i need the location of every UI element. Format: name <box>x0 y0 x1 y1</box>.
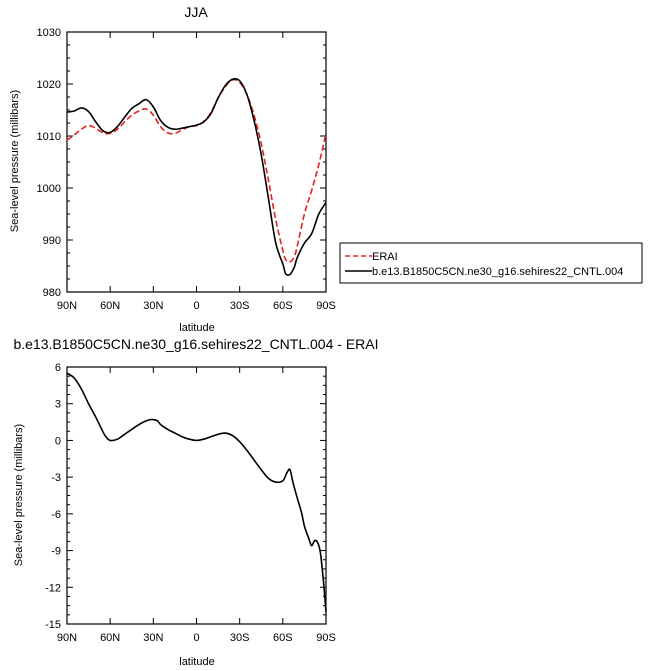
top-y-axis-label: Sea-level pressure (millibars) <box>9 90 21 232</box>
top-y-tick-label: 1020 <box>37 79 61 91</box>
top-y-tick-label: 990 <box>43 235 61 247</box>
top-x-axis-label: latitude <box>179 322 214 334</box>
bottom-y-tick-label: 6 <box>55 362 61 374</box>
top-series-line-erai <box>66 78 327 263</box>
top-y-tick-label: 1030 <box>37 27 61 39</box>
bottom-x-tick-label: 60N <box>100 632 120 644</box>
bottom-plot-frame <box>66 366 327 625</box>
bottom-x-tick-label: 30N <box>143 632 163 644</box>
bottom-y-axis-label: Sea-level pressure (millibars) <box>13 424 25 566</box>
legend-label-erai: ERAI <box>372 251 398 263</box>
top-x-tick-label: 90N <box>57 300 77 312</box>
bottom-y-tick-label: -3 <box>51 472 61 484</box>
top-y-tick-label: 1000 <box>37 183 61 195</box>
bottom-y-tick-label: -6 <box>51 509 61 521</box>
bottom-y-tick-label: -9 <box>51 546 61 558</box>
top-x-tick-label: 60S <box>273 300 293 312</box>
bottom-x-tick-label: 60S <box>273 632 293 644</box>
top-series-line-model <box>66 78 327 276</box>
legend-box <box>339 242 643 284</box>
bottom-x-tick-label: 30S <box>230 632 250 644</box>
top-x-tick-label: 60N <box>100 300 120 312</box>
bottom-y-tick-label: 0 <box>55 435 61 447</box>
top-y-tick-label: 980 <box>43 287 61 299</box>
top-chart-title: JJA <box>184 4 208 20</box>
top-panel: JJA latitude Sea-level pressure (milliba… <box>9 4 336 334</box>
top-x-tick-label: 30N <box>143 300 163 312</box>
bottom-x-tick-label: 90N <box>57 632 77 644</box>
bottom-y-tick-label: -12 <box>45 582 61 594</box>
top-x-tick-label: 0 <box>193 300 199 312</box>
bottom-x-axis-label: latitude <box>179 656 214 668</box>
legend: ERAI b.e13.B1850C5CN.ne30_g16.sehires22_… <box>339 242 643 284</box>
bottom-x-tick-label: 0 <box>193 632 199 644</box>
bottom-panel: b.e13.B1850C5CN.ne30_g16.sehires22_CNTL.… <box>13 336 379 668</box>
top-x-tick-label: 90S <box>316 300 336 312</box>
bottom-chart-title: b.e13.B1850C5CN.ne30_g16.sehires22_CNTL.… <box>13 336 378 352</box>
bottom-x-tick-label: 90S <box>316 632 336 644</box>
legend-label-model: b.e13.B1850C5CN.ne30_g16.sehires22_CNTL.… <box>372 266 623 278</box>
bottom-y-tick-label: 3 <box>55 399 61 411</box>
top-y-tick-label: 1010 <box>37 131 61 143</box>
bottom-series-line-difference <box>66 372 327 612</box>
top-plot-frame <box>66 31 327 293</box>
bottom-y-tick-label: -15 <box>45 619 61 631</box>
top-x-tick-label: 30S <box>230 300 250 312</box>
